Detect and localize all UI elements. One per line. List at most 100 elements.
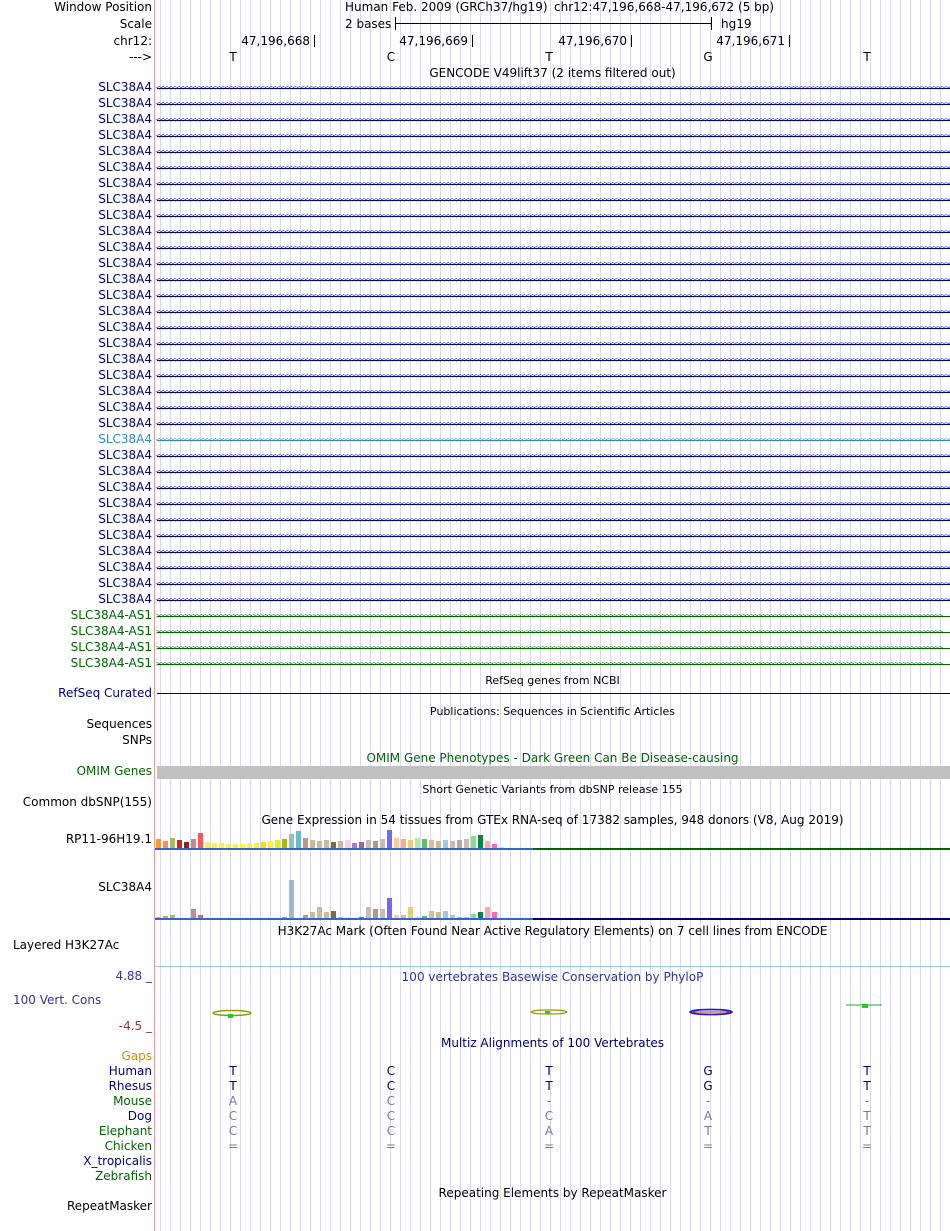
gencode-gene-label[interactable]: SLC38A4 bbox=[98, 448, 152, 462]
gencode-gene-label[interactable]: SLC38A4 bbox=[98, 96, 152, 110]
gencode-gene-track[interactable]: <<<<<<<<<<<<<<<<<<<<<<<<<<<<<<<<<<<<<<<<… bbox=[155, 528, 950, 544]
gencode-gene-track[interactable]: <<<<<<<<<<<<<<<<<<<<<<<<<<<<<<<<<<<<<<<<… bbox=[155, 416, 950, 432]
gtex-tissue-bar[interactable] bbox=[289, 880, 294, 920]
gtex-tissue-bar[interactable] bbox=[429, 840, 434, 850]
gencode-gene-label[interactable]: SLC38A4 bbox=[98, 512, 152, 526]
gencode-gene-track[interactable]: <<<<<<<<<<<<<<<<<<<<<<<<<<<<<<<<<<<<<<<<… bbox=[155, 560, 950, 576]
gencode-gene-track[interactable]: <<<<<<<<<<<<<<<<<<<<<<<<<<<<<<<<<<<<<<<<… bbox=[155, 544, 950, 560]
refseq-line[interactable] bbox=[157, 693, 950, 694]
gtex-tissue-bar[interactable] bbox=[373, 909, 378, 920]
gencode-gene-track[interactable]: <<<<<<<<<<<<<<<<<<<<<<<<<<<<<<<<<<<<<<<<… bbox=[155, 80, 950, 96]
gencode-gene-label[interactable]: SLC38A4 bbox=[98, 352, 152, 366]
gencode-as-label[interactable]: SLC38A4-AS1 bbox=[70, 656, 152, 670]
gtex-tissue-bar[interactable] bbox=[247, 843, 252, 850]
gtex-tissue-bar[interactable] bbox=[268, 841, 273, 850]
gencode-gene-label[interactable]: SLC38A4 bbox=[98, 592, 152, 606]
gencode-gene-label[interactable]: SLC38A4 bbox=[98, 528, 152, 542]
gencode-gene-label[interactable]: SLC38A4 bbox=[98, 432, 152, 446]
gencode-gene-track[interactable]: <<<<<<<<<<<<<<<<<<<<<<<<<<<<<<<<<<<<<<<<… bbox=[155, 384, 950, 400]
gtex-tissue-bar[interactable] bbox=[198, 833, 203, 850]
gtex-tissue-bar[interactable] bbox=[233, 844, 238, 850]
gencode-gene-label[interactable]: SLC38A4 bbox=[98, 400, 152, 414]
gtex-tissue-bar[interactable] bbox=[205, 842, 210, 850]
gtex-tissue-bar[interactable] bbox=[450, 841, 455, 850]
gencode-gene-track[interactable]: <<<<<<<<<<<<<<<<<<<<<<<<<<<<<<<<<<<<<<<<… bbox=[155, 336, 950, 352]
gencode-gene-label[interactable]: SLC38A4 bbox=[98, 480, 152, 494]
gtex-tissue-bar[interactable] bbox=[401, 915, 406, 920]
gencode-gene-track[interactable]: <<<<<<<<<<<<<<<<<<<<<<<<<<<<<<<<<<<<<<<<… bbox=[155, 288, 950, 304]
gtex-tissue-bar[interactable] bbox=[184, 842, 189, 850]
gtex-gene1-label[interactable]: RP11-96H19.1 bbox=[65, 832, 152, 846]
gtex-tissue-bar[interactable] bbox=[478, 912, 483, 920]
gencode-gene-label[interactable]: SLC38A4 bbox=[98, 144, 152, 158]
gencode-gene-label[interactable]: SLC38A4 bbox=[98, 256, 152, 270]
gencode-gene-label[interactable]: SLC38A4 bbox=[98, 416, 152, 430]
gencode-gene-track[interactable]: <<<<<<<<<<<<<<<<<<<<<<<<<<<<<<<<<<<<<<<<… bbox=[155, 496, 950, 512]
gtex-tissue-bar[interactable] bbox=[317, 841, 322, 850]
gencode-gene-track[interactable]: <<<<<<<<<<<<<<<<<<<<<<<<<<<<<<<<<<<<<<<<… bbox=[155, 320, 950, 336]
gencode-gene-track[interactable]: <<<<<<<<<<<<<<<<<<<<<<<<<<<<<<<<<<<<<<<<… bbox=[155, 480, 950, 496]
gtex-gene2-label[interactable]: SLC38A4 bbox=[98, 880, 152, 894]
gtex-tissue-bar[interactable] bbox=[282, 839, 287, 850]
gtex-tissue-bar[interactable] bbox=[324, 912, 329, 920]
gencode-as-track[interactable]: >>>>>>>>>>>>>>>>>>>>>>>>>>>>>>>>>>>>>>>>… bbox=[155, 640, 950, 656]
gtex-tissue-bar[interactable] bbox=[177, 840, 182, 850]
gtex-tissue-bar[interactable] bbox=[394, 838, 399, 850]
gencode-gene-track[interactable]: <<<<<<<<<<<<<<<<<<<<<<<<<<<<<<<<<<<<<<<<… bbox=[155, 256, 950, 272]
gtex-tissue-bar[interactable] bbox=[170, 838, 175, 850]
sequences-label[interactable]: Sequences bbox=[86, 717, 152, 731]
track-image[interactable]: Human Feb. 2009 (GRCh37/hg19) chr12:47,1… bbox=[155, 0, 950, 1231]
gencode-as-label[interactable]: SLC38A4-AS1 bbox=[70, 640, 152, 654]
gtex-tissue-bar[interactable] bbox=[387, 830, 392, 850]
omim-label[interactable]: OMIM Genes bbox=[76, 764, 152, 778]
gtex-tissue-bar[interactable] bbox=[366, 840, 371, 850]
gtex-tissue-bar[interactable] bbox=[317, 907, 322, 920]
gtex-tissue-bar[interactable] bbox=[156, 839, 161, 850]
gencode-gene-track[interactable]: <<<<<<<<<<<<<<<<<<<<<<<<<<<<<<<<<<<<<<<<… bbox=[155, 192, 950, 208]
gtex-tissue-bar[interactable] bbox=[191, 839, 196, 850]
gtex-tissue-bar[interactable] bbox=[471, 914, 476, 920]
gtex-tissue-bar[interactable] bbox=[457, 840, 462, 850]
gencode-gene-label[interactable]: SLC38A4 bbox=[98, 384, 152, 398]
gtex-tissue-bar[interactable] bbox=[380, 839, 385, 850]
gtex-tissue-bar[interactable] bbox=[219, 843, 224, 850]
gencode-as-track[interactable]: >>>>>>>>>>>>>>>>>>>>>>>>>>>>>>>>>>>>>>>>… bbox=[155, 624, 950, 640]
gencode-gene-label[interactable]: SLC38A4 bbox=[98, 160, 152, 174]
gencode-gene-label[interactable]: SLC38A4 bbox=[98, 224, 152, 238]
gencode-gene-track[interactable]: <<<<<<<<<<<<<<<<<<<<<<<<<<<<<<<<<<<<<<<<… bbox=[155, 224, 950, 240]
gtex-tissue-bar[interactable] bbox=[191, 909, 196, 920]
gtex-tissue-bar[interactable] bbox=[254, 843, 259, 850]
gtex-tissue-bar[interactable] bbox=[485, 907, 490, 920]
gencode-gene-track[interactable]: <<<<<<<<<<<<<<<<<<<<<<<<<<<<<<<<<<<<<<<<… bbox=[155, 176, 950, 192]
gencode-gene-track[interactable]: <<<<<<<<<<<<<<<<<<<<<<<<<<<<<<<<<<<<<<<<… bbox=[155, 576, 950, 592]
gtex-tissue-bar[interactable] bbox=[240, 844, 245, 850]
gtex-tissue-bar[interactable] bbox=[275, 840, 280, 850]
gencode-gene-track[interactable]: <<<<<<<<<<<<<<<<<<<<<<<<<<<<<<<<<<<<<<<<… bbox=[155, 432, 950, 448]
gtex-tissue-bar[interactable] bbox=[359, 842, 364, 850]
gtex-tissue-bar[interactable] bbox=[443, 911, 448, 920]
gencode-gene-label[interactable]: SLC38A4 bbox=[98, 304, 152, 318]
gtex-tissue-bar[interactable] bbox=[408, 907, 413, 920]
gencode-gene-label[interactable]: SLC38A4 bbox=[98, 240, 152, 254]
gencode-gene-track[interactable]: <<<<<<<<<<<<<<<<<<<<<<<<<<<<<<<<<<<<<<<<… bbox=[155, 464, 950, 480]
gencode-as-label[interactable]: SLC38A4-AS1 bbox=[70, 624, 152, 638]
gtex-tissue-bar[interactable] bbox=[198, 915, 203, 920]
gencode-gene-track[interactable]: <<<<<<<<<<<<<<<<<<<<<<<<<<<<<<<<<<<<<<<<… bbox=[155, 112, 950, 128]
gencode-gene-label[interactable]: SLC38A4 bbox=[98, 560, 152, 574]
gtex-tissue-bar[interactable] bbox=[289, 834, 294, 850]
gtex-tissue-bar[interactable] bbox=[485, 841, 490, 850]
gencode-gene-label[interactable]: SLC38A4 bbox=[98, 464, 152, 478]
refseq-label[interactable]: RefSeq Curated bbox=[58, 686, 152, 700]
gencode-gene-label[interactable]: SLC38A4 bbox=[98, 272, 152, 286]
gencode-gene-track[interactable]: <<<<<<<<<<<<<<<<<<<<<<<<<<<<<<<<<<<<<<<<… bbox=[155, 144, 950, 160]
gtex-tissue-bar[interactable] bbox=[471, 836, 476, 850]
gtex-tissue-bar[interactable] bbox=[303, 838, 308, 850]
cons-plot[interactable] bbox=[155, 998, 950, 1022]
gtex-tissue-bar[interactable] bbox=[464, 839, 469, 850]
gtex-tissue-bar[interactable] bbox=[387, 898, 392, 920]
gtex-tissue-bar[interactable] bbox=[296, 831, 301, 850]
gtex-gene1-chart[interactable] bbox=[155, 828, 950, 850]
gtex-tissue-bar[interactable] bbox=[310, 912, 315, 920]
gencode-gene-label[interactable]: SLC38A4 bbox=[98, 368, 152, 382]
gencode-gene-label[interactable]: SLC38A4 bbox=[98, 288, 152, 302]
